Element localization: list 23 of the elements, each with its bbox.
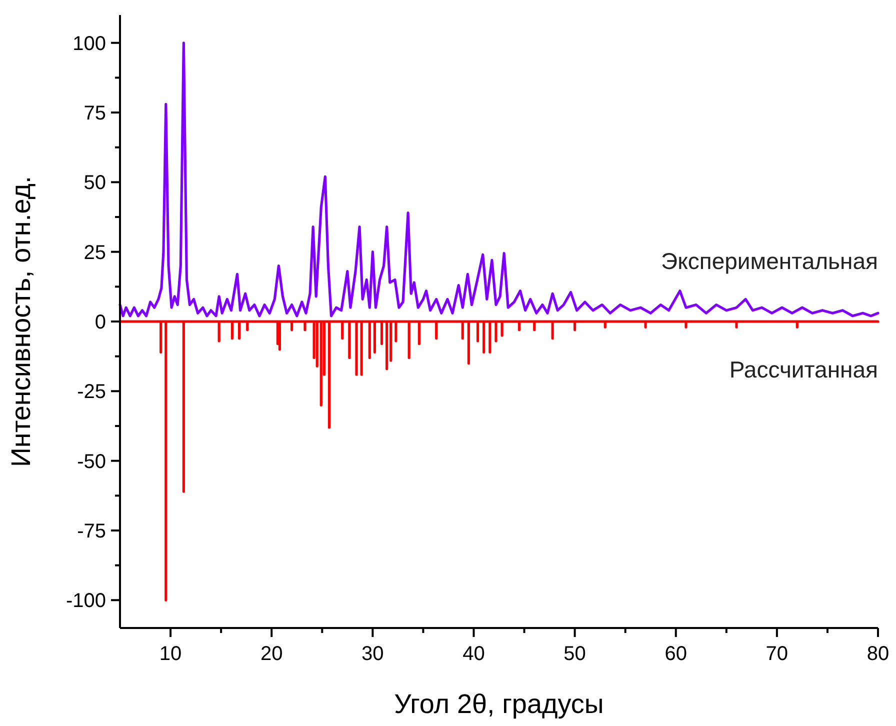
x-tick-label: 10 (159, 643, 182, 665)
y-tick-label: 50 (84, 172, 106, 194)
x-tick-label: 20 (260, 643, 283, 665)
y-tick-label: 75 (84, 102, 106, 125)
x-tick-label: 60 (664, 643, 687, 665)
y-tick-label: 100 (72, 32, 106, 55)
series-label: Рассчитанная (729, 356, 878, 382)
y-tick-label: -100 (66, 590, 106, 612)
line-series (118, 42, 880, 318)
y-tick-label: -50 (77, 450, 106, 473)
y-axis-title: Интенсивность, отн.ед. (6, 176, 36, 467)
y-tick-label: 0 (94, 312, 106, 334)
x-tick-label: 40 (462, 643, 485, 665)
x-tick-label: 30 (362, 643, 384, 665)
x-tick-label: 80 (866, 643, 890, 665)
x-tick-label: 70 (766, 643, 788, 665)
y-tick-label: 25 (84, 242, 106, 264)
x-axis-title: Угол 2θ, градусы (394, 689, 604, 719)
y-tick-label: -75 (77, 520, 106, 542)
y-tick-label: -25 (77, 381, 106, 404)
line-series (118, 320, 880, 602)
series-label: Экспериментальная (661, 248, 878, 274)
x-tick-label: 50 (564, 643, 586, 665)
